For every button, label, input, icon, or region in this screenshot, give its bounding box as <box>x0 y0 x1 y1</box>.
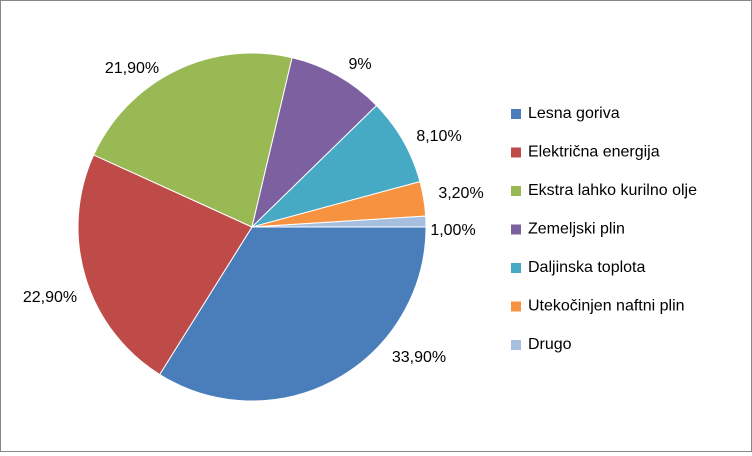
pie-slice-zemeljski-plin <box>251 57 378 229</box>
legend-swatch-drugo <box>511 340 521 350</box>
pie-slice-daljinska-toplota <box>250 104 421 228</box>
pie-value-labels: 33,90% 22,90% 21,90% 9% 8,10% 3,20% 1,00% <box>23 56 484 366</box>
data-label-daljinska-toplota: 8,10% <box>416 128 461 145</box>
legend: Lesna goriva Električna energija Ekstra la… <box>511 105 697 353</box>
pie-slice-drugo <box>251 215 427 228</box>
pie-slice-elektricna-energija <box>77 154 253 376</box>
data-label-elektricna-energija: 22,90% <box>23 289 77 306</box>
pie-slice-lesna-goriva <box>159 226 427 402</box>
legend-label-utekocinjen-naftni-plin: Utekočinjen naftni plin <box>528 298 685 315</box>
pie-slices <box>77 52 427 402</box>
legend-swatch-utekocinjen-naftni-plin <box>511 301 521 312</box>
legend-swatch-zemeljski-plin <box>511 224 521 235</box>
legend-label-elektricna-energija: Električna energija <box>528 144 660 161</box>
legend-swatch-elektricna-energija <box>511 147 521 158</box>
legend-swatch-lesna-goriva <box>511 109 521 119</box>
pie-slice-ekstra-lahko-kurilno-olje <box>92 52 293 228</box>
legend-label-lesna-goriva: Lesna goriva <box>528 105 620 122</box>
legend-label-drugo: Drugo <box>528 336 572 353</box>
data-label-drugo: 1,00% <box>430 222 475 239</box>
legend-label-ekstra-lahko-kurilno-olje: Ekstra lahko kurilno olje <box>528 182 697 199</box>
legend-label-zemeljski-plin: Zemeljski plin <box>528 221 625 238</box>
legend-swatch-ekstra-lahko-kurilno-olje <box>511 186 521 196</box>
legend-swatch-daljinska-toplota <box>511 263 521 273</box>
data-label-lesna-goriva: 33,90% <box>392 349 446 366</box>
data-label-zemeljski-plin: 9% <box>348 56 371 73</box>
data-label-ekstra-lahko-kurilno-olje: 21,90% <box>105 60 159 77</box>
data-label-utekocinjen-naftni-plin: 3,20% <box>438 185 483 202</box>
legend-label-daljinska-toplota: Daljinska toplota <box>528 259 646 276</box>
